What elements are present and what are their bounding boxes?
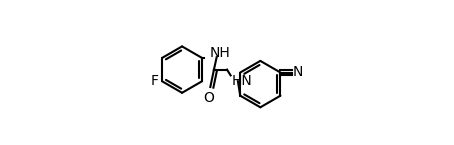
- Text: HN: HN: [232, 74, 253, 88]
- Text: O: O: [203, 91, 214, 105]
- Text: N: N: [293, 66, 303, 79]
- Text: NH: NH: [210, 46, 231, 60]
- Text: F: F: [150, 74, 158, 88]
